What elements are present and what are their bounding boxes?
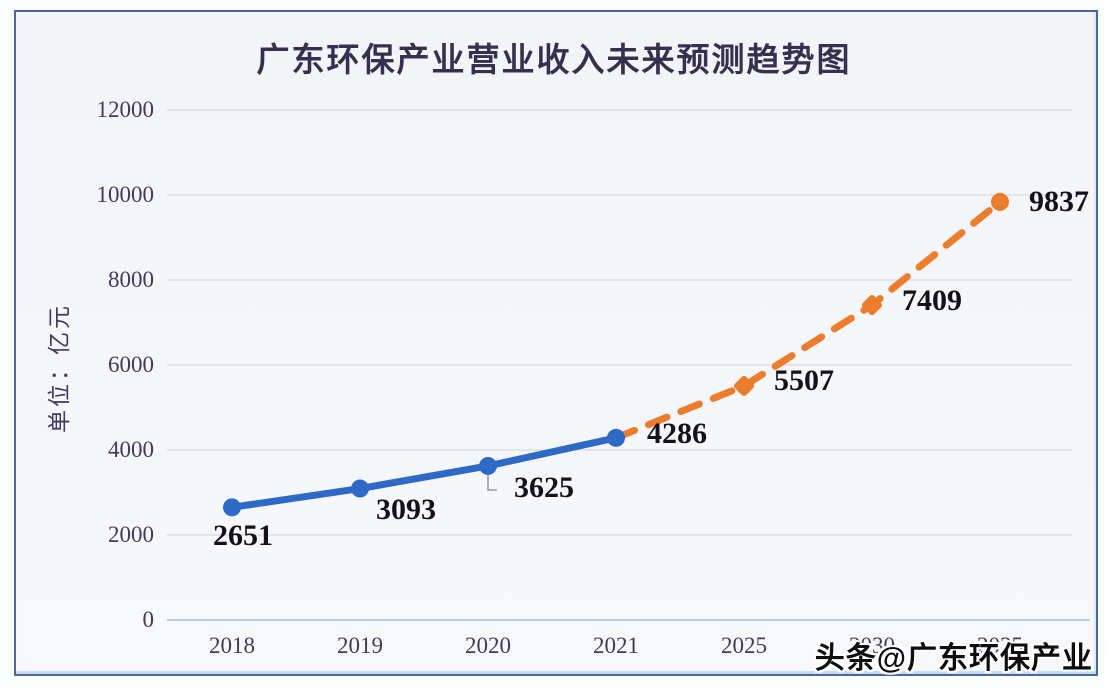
data-point-marker (733, 375, 755, 397)
data-point-value-label: 7409 (902, 284, 962, 318)
x-axis-tick-label: 2035 (977, 633, 1023, 658)
y-axis-tick-label: 12000 (96, 97, 155, 122)
data-point-value-label: 5507 (774, 363, 834, 397)
data-point-value-label: 9837 (1029, 184, 1089, 218)
watermark-text: 头条@广东环保产业 (814, 642, 1093, 675)
data-point-marker (351, 479, 369, 498)
y-axis-tick-label: 6000 (108, 352, 154, 377)
series-line-forecast-revenue (612, 198, 1004, 442)
data-point-value-label: 2651 (213, 519, 273, 553)
data-point-value-label: 3625 (514, 470, 574, 504)
y-axis-tick-label: 8000 (108, 267, 154, 292)
y-axis-tick-label: 10000 (96, 182, 155, 207)
data-point-marker (991, 192, 1009, 211)
data-point-value-label: 4286 (647, 416, 707, 450)
label-leader-line (487, 475, 497, 491)
x-axis-tick-label: 2020 (465, 633, 511, 658)
y-axis-tick-label: 0 (142, 607, 155, 632)
chart-frame (14, 10, 1098, 676)
data-point-value-label: 3093 (376, 492, 436, 526)
data-point-marker (223, 498, 241, 517)
chart-title: 广东环保产业营业收入未来预测趋势图 (256, 41, 852, 78)
y-axis-tick-label: 4000 (108, 437, 154, 462)
x-axis-tick-label: 2025 (721, 633, 767, 658)
x-axis-tick-label: 2018 (209, 633, 255, 658)
series-line-actual-revenue (228, 434, 620, 511)
x-axis-tick-label: 2030 (849, 633, 895, 658)
y-axis-tick-label: 2000 (108, 522, 154, 547)
data-point-marker (479, 456, 497, 475)
x-axis-tick-label: 2019 (337, 633, 383, 658)
data-point-marker (861, 295, 883, 316)
data-point-marker (607, 428, 625, 447)
x-axis-tick-label: 2021 (593, 633, 639, 658)
